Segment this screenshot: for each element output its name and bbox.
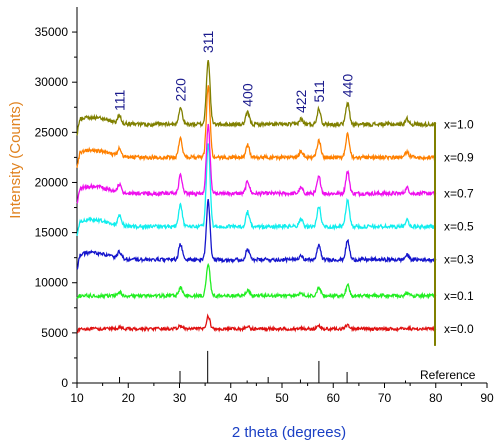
series-label: x=0.7	[444, 186, 474, 200]
peak-label: 422	[293, 89, 309, 113]
series-label: x=0.9	[444, 150, 474, 164]
y-tick-label: 25000	[35, 125, 69, 139]
series-line-x=0.1	[76, 262, 437, 300]
series-line-x=0.3	[76, 198, 437, 270]
reference-pattern	[77, 350, 436, 384]
axes: 10 20 30 40 50 60 70 80 90 0 5000 10000 15000 20000 25…	[35, 7, 494, 405]
y-tick-label: 20000	[35, 175, 69, 189]
peak-label: 311	[200, 30, 216, 53]
series-line-x=0.0	[76, 313, 437, 334]
peak-label: 400	[240, 83, 256, 107]
series-label: x=0.1	[444, 289, 474, 303]
series-line-x=1.0	[76, 59, 437, 136]
x-tick-label: 10	[70, 391, 84, 405]
y-tick-label: 0	[61, 376, 68, 390]
peak-label: 440	[340, 74, 356, 98]
series-group	[76, 59, 437, 334]
series-line-x=0.9	[76, 85, 437, 168]
series-line-x=0.5	[76, 143, 437, 236]
peak-label: 111	[112, 89, 128, 110]
peak-label: 511	[311, 80, 327, 103]
y-tick-label: 5000	[41, 326, 68, 340]
x-tick-label: 50	[275, 391, 289, 405]
y-tick-label: 35000	[35, 25, 69, 39]
x-tick-label: 90	[480, 391, 494, 405]
series-line-x=0.7	[76, 123, 437, 204]
x-tick-label: 70	[378, 391, 392, 405]
series-label: x=0.3	[444, 253, 474, 267]
x-tick-label: 60	[327, 391, 341, 405]
y-axis-title: Intensity (Counts)	[7, 101, 24, 219]
peak-label: 220	[173, 78, 189, 102]
x-tick-label: 20	[122, 391, 136, 405]
series-label: x=1.0	[444, 117, 474, 131]
series-labels: x=0.0 x=0.1 x=0.3 x=0.5 x=0.7 x=0.9 x=1.0	[444, 117, 474, 336]
x-tick-label: 30	[173, 391, 187, 405]
reference-label: Reference	[420, 368, 476, 382]
x-axis-title: 2 theta (degrees)	[232, 424, 346, 441]
x-tick-label: 80	[429, 391, 443, 405]
series-label: x=0.5	[444, 220, 474, 234]
series-label: x=0.0	[444, 322, 474, 336]
x-tick-label: 40	[224, 391, 238, 405]
peak-labels: 111 220 311 400 422 511 440	[112, 30, 356, 113]
y-tick-label: 30000	[35, 75, 69, 89]
y-tick-label: 15000	[35, 226, 69, 240]
y-tick-label: 10000	[35, 276, 69, 290]
